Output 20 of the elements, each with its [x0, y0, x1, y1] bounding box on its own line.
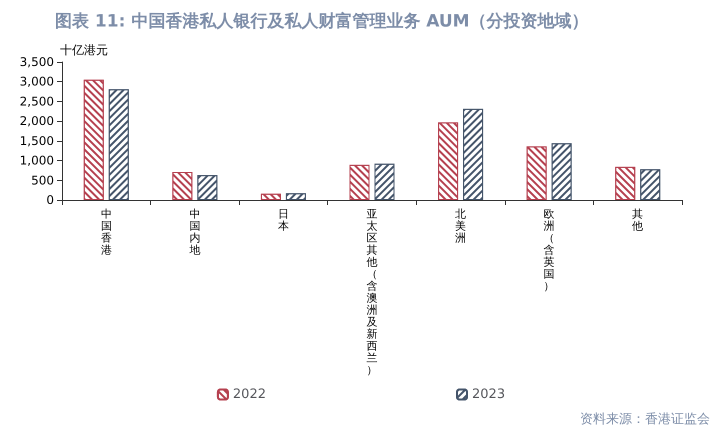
legend-label: 2023 [472, 387, 506, 402]
y-tick-label: 500 [31, 173, 54, 188]
y-tick-label: 3,500 [20, 55, 54, 69]
x-tick-label: 日本 [278, 208, 289, 232]
y-tick-label: 2,000 [20, 114, 54, 128]
x-tick-label: 其他 [632, 208, 644, 232]
y-axis-title: 十亿港元 [60, 43, 108, 57]
y-tick-label: 3,000 [20, 74, 54, 89]
y-tick-label: 2,500 [20, 94, 54, 108]
legend-label: 2022 [232, 387, 266, 402]
x-tick-label: 欧洲（含英国） [544, 208, 555, 292]
x-tick-label: 中国香港 [100, 208, 112, 256]
x-tick-label: 中国内地 [188, 208, 200, 256]
x-tick-label: 北美洲 [455, 208, 466, 244]
chart-title: 图表 11: 中国香港私人银行及私人财富管理业务 AUM（分投资地域） [55, 12, 589, 32]
y-tick-label: 0 [46, 193, 54, 207]
category-label: 亚太区其他（含澳洲及新西兰） [366, 208, 378, 376]
y-tick-label: 1,500 [20, 134, 54, 148]
text: 资料来源：香港证监会 [580, 412, 710, 427]
y-tick-label: 1,000 [20, 154, 54, 168]
